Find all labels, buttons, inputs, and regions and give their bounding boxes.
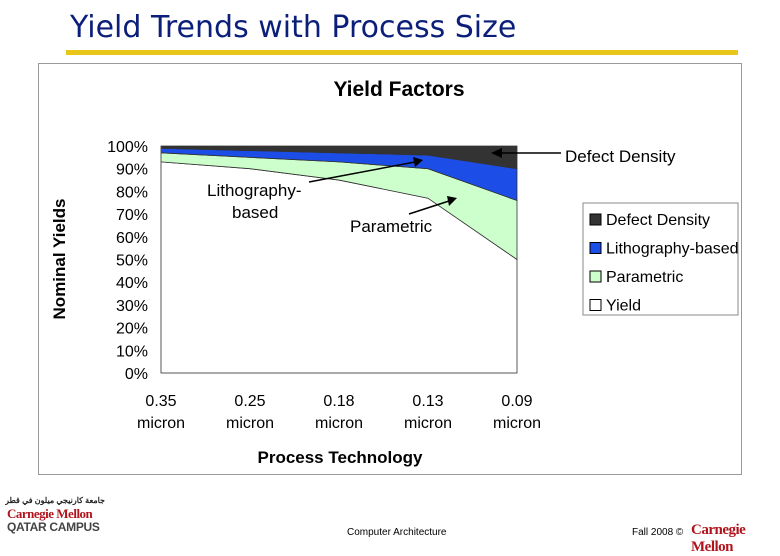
y-tick-label: 100% [107, 139, 148, 156]
x-tick-label: micron [226, 415, 274, 432]
y-tick-label: 40% [116, 275, 148, 292]
parametric-arrow [408, 200, 450, 215]
x-tick-label: micron [404, 415, 452, 432]
x-tick-label: micron [493, 415, 541, 432]
y-tick-label: 70% [116, 207, 148, 224]
y-tick-label: 50% [116, 253, 148, 270]
title-rule [66, 50, 738, 55]
lithography-arrowhead [413, 157, 423, 167]
x-tick-label: micron [137, 415, 185, 432]
defect-density-arrowhead [491, 148, 502, 158]
chart-title: Yield Factors [333, 78, 464, 101]
y-tick-label: 30% [116, 298, 148, 315]
legend-box [582, 202, 739, 316]
legend-swatch-yield [589, 299, 602, 311]
x-tick-label: 0.18 [323, 393, 354, 410]
y-tick-label: 90% [116, 162, 148, 179]
legend-label-lithography-based: Lithography-based [606, 241, 739, 258]
legend-swatch-defect-density [589, 213, 602, 226]
annotation-parametric: Parametric [350, 217, 433, 236]
footer-term: Fall 2008 © [632, 527, 684, 538]
x-tick-label: 0.09 [501, 393, 532, 410]
legend-label-yield: Yield [606, 298, 641, 315]
legend-label-parametric: Parametric [606, 269, 683, 286]
legend-swatch-parametric [589, 270, 602, 283]
chart-frame: Yield Factors Nominal Yields Process Tec… [38, 63, 742, 475]
y-tick-label: 60% [116, 230, 148, 247]
y-axis-label: Nominal Yields [50, 199, 69, 320]
logo-cmu-text: Carnegie Mellon [7, 506, 93, 521]
x-tick-label: 0.25 [234, 393, 265, 410]
y-tick-label: 0% [125, 366, 148, 383]
logo-arabic-text: جامعة كارنيجي ميلون في قطر [5, 496, 105, 505]
slide-title: Yield Trends with Process Size [70, 10, 517, 45]
annotation-lithography-line2: based [232, 203, 278, 222]
x-tick-label: 0.13 [412, 393, 443, 410]
parametric-arrowhead [447, 196, 457, 206]
y-tick-label: 20% [116, 321, 148, 338]
cmu-qatar-logo: جامعة كارنيجي ميلون في قطر Carnegie Mell… [5, 496, 105, 538]
x-tick-label: micron [315, 415, 363, 432]
y-tick-label: 80% [116, 184, 148, 201]
y-tick-label: 10% [116, 343, 148, 360]
lithography-arrow [308, 161, 416, 183]
legend-swatch-lithography-based [589, 242, 602, 254]
x-axis-label: Process Technology [257, 448, 423, 467]
footer-course: Computer Architecture [347, 527, 447, 538]
area-defect-density [160, 145, 518, 170]
annotation-lithography-line1: Lithography- [207, 181, 302, 200]
x-tick-label: 0.35 [145, 393, 176, 410]
legend-label-defect-density: Defect Density [606, 212, 710, 229]
cmu-logo-right: Carnegie Mellon [691, 522, 746, 555]
yield-factors-chart: Yield Factors Nominal Yields Process Tec… [50, 78, 739, 467]
annotation-defect-density: Defect Density [565, 147, 676, 166]
logo-qatar-text: QATAR CAMPUS [7, 520, 100, 534]
